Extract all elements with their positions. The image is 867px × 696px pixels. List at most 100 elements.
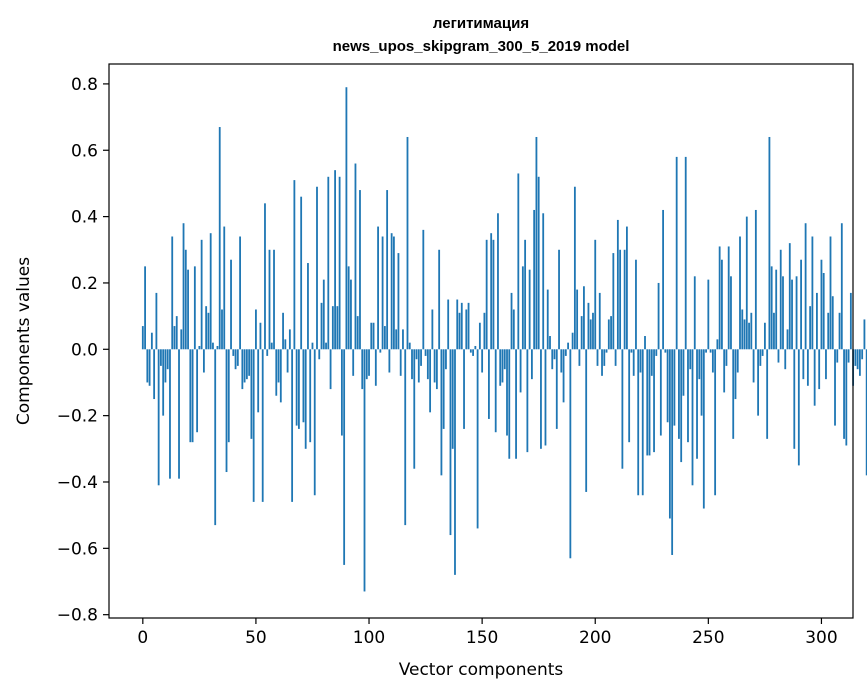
bar <box>836 349 839 363</box>
bar <box>368 349 370 376</box>
bar <box>311 342 314 350</box>
bar <box>273 249 275 350</box>
bar <box>225 349 228 473</box>
y-axis-ticks: −0.8 −0.6 −0.4 −0.2 0.0 0.2 0.4 0.6 0.8 <box>57 75 109 626</box>
bar <box>553 349 556 360</box>
bar <box>517 173 520 350</box>
x-tick-label: 0 <box>137 628 148 648</box>
bar <box>736 349 739 373</box>
x-tick-label: 200 <box>579 628 611 648</box>
bar <box>800 259 802 350</box>
bar <box>779 249 782 350</box>
bar <box>628 349 631 443</box>
bar <box>216 345 219 350</box>
bar <box>354 163 357 350</box>
bar <box>678 349 680 439</box>
bar <box>255 309 257 350</box>
bar <box>356 316 359 350</box>
x-axis-label: Vector components <box>399 660 564 680</box>
bar <box>610 316 612 350</box>
bar <box>748 322 750 350</box>
bar <box>300 196 303 350</box>
bar <box>834 349 836 426</box>
bar <box>327 176 330 350</box>
y-axis-label: Components values <box>14 257 34 425</box>
bar <box>601 349 603 376</box>
bar <box>648 349 651 456</box>
bar <box>861 349 864 360</box>
bar <box>598 292 601 350</box>
bar <box>302 349 305 423</box>
bar <box>268 249 271 350</box>
bar <box>616 219 619 350</box>
bar <box>248 349 251 376</box>
bar <box>141 326 144 350</box>
bar <box>316 186 318 350</box>
bar <box>732 349 735 439</box>
bar <box>322 279 325 350</box>
bar <box>426 349 429 380</box>
bar <box>782 276 784 350</box>
bar <box>196 349 199 433</box>
bar <box>277 349 280 383</box>
bar <box>528 269 531 350</box>
bar <box>372 322 375 350</box>
bar <box>696 349 698 459</box>
bar <box>298 349 300 429</box>
bar <box>829 236 832 350</box>
bar <box>519 349 522 393</box>
bar <box>639 349 642 373</box>
bar <box>180 329 183 350</box>
bar <box>483 312 486 350</box>
bar <box>431 309 434 350</box>
bar <box>291 349 294 502</box>
bar <box>259 322 262 350</box>
x-tick-label: 150 <box>466 628 498 648</box>
bar <box>408 342 411 350</box>
bar <box>621 349 624 469</box>
bar <box>612 253 615 350</box>
bar <box>786 329 789 350</box>
bar <box>741 309 744 350</box>
bar <box>763 322 766 350</box>
bar <box>257 349 260 413</box>
bar <box>182 223 185 350</box>
bar <box>607 319 610 350</box>
bar <box>673 349 676 426</box>
bar <box>212 342 214 350</box>
bar <box>804 223 807 350</box>
bar <box>716 339 719 350</box>
bar <box>440 349 443 476</box>
bar <box>476 349 479 529</box>
bar <box>209 233 212 350</box>
bar <box>775 269 778 350</box>
bar <box>361 349 364 390</box>
bar <box>449 349 452 536</box>
bar <box>442 349 445 429</box>
bar <box>490 233 493 350</box>
bar <box>655 349 658 356</box>
y-tick-label: −0.8 <box>57 606 98 626</box>
y-tick-label: −0.6 <box>57 539 98 559</box>
bar <box>526 349 529 453</box>
bar <box>573 186 576 350</box>
bar <box>221 309 223 350</box>
bar <box>336 306 339 350</box>
bar <box>766 349 769 439</box>
bar <box>863 319 866 350</box>
bar <box>205 306 208 350</box>
bar <box>750 312 753 350</box>
bar <box>797 349 800 466</box>
bar <box>429 349 432 413</box>
bar <box>512 309 515 350</box>
bar <box>318 349 321 360</box>
bar <box>544 349 547 446</box>
bar <box>379 349 382 353</box>
bar <box>664 349 667 353</box>
y-tick-label: 0.0 <box>71 340 98 360</box>
bar <box>816 292 818 350</box>
bar <box>596 349 599 366</box>
bar <box>619 249 622 350</box>
bar <box>542 213 545 350</box>
bar <box>820 259 823 350</box>
